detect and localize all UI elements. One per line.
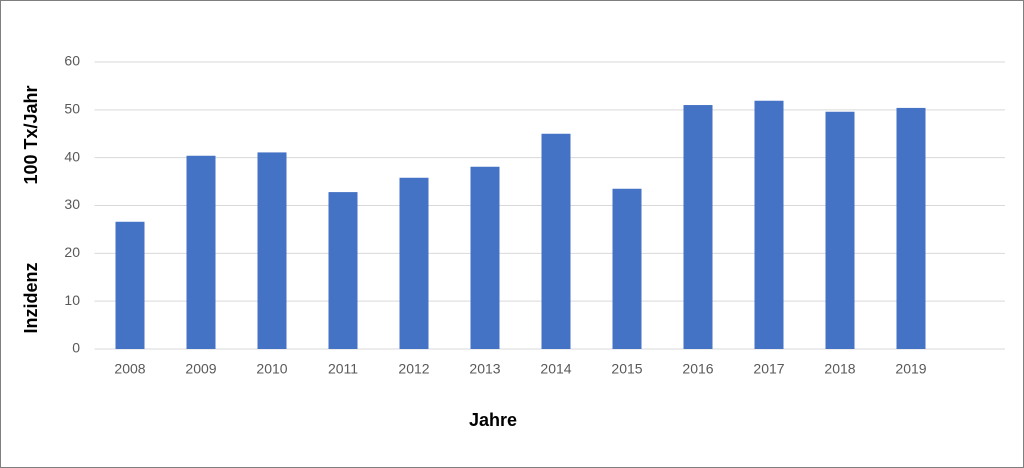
bar (612, 188, 642, 349)
x-tick-label: 2019 (895, 361, 926, 377)
bar (896, 107, 926, 349)
x-tick-label: 2013 (469, 361, 500, 377)
y-tick-label: 50 (64, 101, 80, 117)
bar (115, 221, 145, 349)
bar (186, 155, 216, 349)
x-axis-title: Jahre (469, 410, 517, 430)
bar (399, 177, 429, 349)
bar (825, 111, 855, 349)
y-tick-label: 60 (64, 53, 80, 69)
x-tick-label: 2015 (611, 361, 642, 377)
x-tick-label: 2008 (114, 361, 145, 377)
x-tick-label: 2011 (328, 361, 358, 377)
y-tick-label: 20 (64, 244, 80, 260)
bar (541, 133, 571, 349)
x-tick-label: 2012 (398, 361, 429, 377)
x-tick-label: 2010 (256, 361, 287, 377)
y-tick-label: 10 (64, 292, 80, 308)
y-axis-title: Inzidenz (21, 263, 41, 334)
y-axis-title: 100 Tx/Jahr (21, 85, 41, 184)
y-tick-label: 40 (64, 148, 80, 164)
x-tick-label: 2016 (682, 361, 713, 377)
x-tick-label: 2009 (185, 361, 216, 377)
x-tick-label: 2017 (753, 361, 784, 377)
y-tick-label: 30 (64, 196, 80, 212)
bar (470, 166, 500, 349)
bar (683, 105, 713, 349)
bar (257, 152, 287, 349)
bar (328, 192, 358, 349)
y-tick-label: 0 (72, 340, 80, 356)
bar (754, 100, 784, 350)
x-tick-label: 2018 (824, 361, 855, 377)
x-tick-label: 2014 (540, 361, 571, 377)
